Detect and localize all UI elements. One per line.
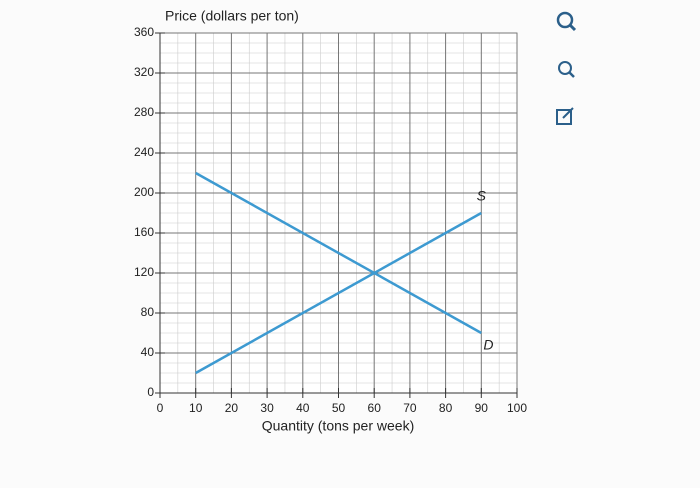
x-tick-label: 70 <box>403 401 417 415</box>
annotation: S <box>477 188 487 204</box>
x-tick-label: 90 <box>475 401 489 415</box>
y-tick-label: 360 <box>134 25 154 39</box>
series-line <box>195 171 482 335</box>
y-tick-label: 240 <box>134 145 154 159</box>
zoom-in-icon <box>556 11 574 29</box>
y-tick-label: 160 <box>134 225 154 239</box>
x-tick-label: 40 <box>296 401 310 415</box>
x-tick-label: 80 <box>439 401 453 415</box>
zoom-out-handle <box>568 71 575 78</box>
y-tick-label: 0 <box>147 385 154 399</box>
zoom-in-handle <box>568 23 577 32</box>
x-tick-label: 20 <box>225 401 239 415</box>
y-axis-title: Price (dollars per ton) <box>165 8 299 24</box>
annotation: D <box>483 337 493 353</box>
zoom-out-icon <box>558 61 572 75</box>
y-tick-label: 40 <box>141 345 155 359</box>
y-tick-label: 120 <box>134 265 154 279</box>
open-external-button[interactable] <box>556 107 574 125</box>
x-tick-label: 10 <box>189 401 203 415</box>
series-line <box>195 211 482 375</box>
x-tick-label: 60 <box>368 401 382 415</box>
zoom-out-button[interactable] <box>558 61 575 78</box>
external-arrow <box>562 107 574 119</box>
x-tick-label: 50 <box>332 401 346 415</box>
y-tick-label: 200 <box>134 185 154 199</box>
y-tick-label: 280 <box>134 105 154 119</box>
zoom-in-button[interactable] <box>556 11 577 32</box>
x-tick-label: 100 <box>507 401 527 415</box>
y-tick-label: 80 <box>141 305 155 319</box>
x-tick-label: 0 <box>157 401 164 415</box>
external-icon <box>556 109 572 125</box>
x-axis-title: Quantity (tons per week) <box>262 418 415 434</box>
x-tick-label: 30 <box>260 401 274 415</box>
y-tick-label: 320 <box>134 65 154 79</box>
